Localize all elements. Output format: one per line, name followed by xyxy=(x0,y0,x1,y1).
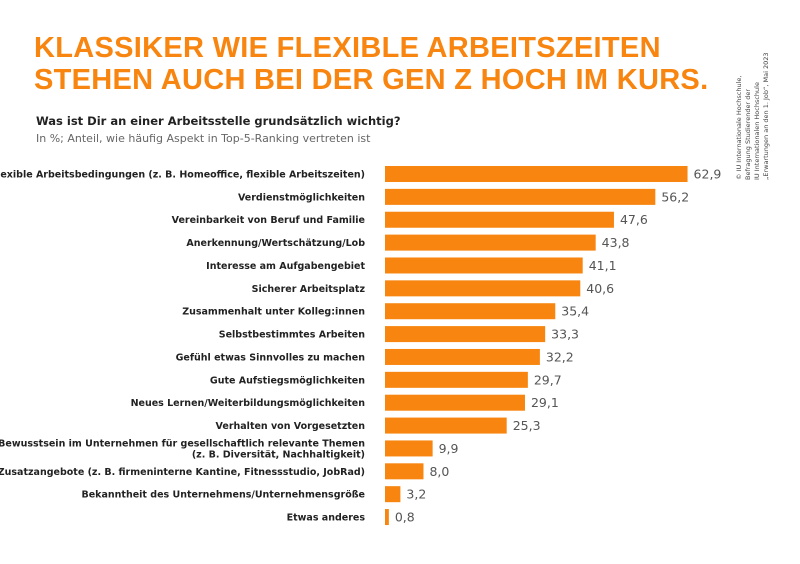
category-label: Gefühl etwas Sinnvolles zu machen xyxy=(176,352,366,363)
bar xyxy=(385,166,688,182)
category-label: Flexible Arbeitsbedingungen (z. B. Homeo… xyxy=(0,170,365,181)
bar xyxy=(385,303,556,320)
bar xyxy=(385,509,389,526)
category-label: (z. B. Diversität, Nachhaltigkeit) xyxy=(192,449,365,460)
bar xyxy=(385,417,507,434)
category-label: Verdienstmöglichkeiten xyxy=(238,192,365,203)
bar xyxy=(385,440,433,457)
headline-line: KLASSIKER WIE FLEXIBLE ARBEITSZEITEN xyxy=(34,32,661,64)
bar xyxy=(385,234,596,251)
category-label: Etwas anderes xyxy=(287,513,366,524)
value-label: 25,3 xyxy=(513,418,541,433)
bar xyxy=(385,326,546,343)
category-label: Verhalten von Vorgesetzten xyxy=(216,421,366,432)
headline: KLASSIKER WIE FLEXIBLE ARBEITSZEITEN STE… xyxy=(34,32,708,96)
bar xyxy=(385,486,401,503)
chart-title: Was ist Dir an einer Arbeitsstelle grund… xyxy=(36,114,401,128)
value-label: 35,4 xyxy=(561,304,589,319)
category-label: Vereinbarkeit von Beruf und Familie xyxy=(172,215,365,226)
value-label: 29,7 xyxy=(534,372,562,387)
value-label: 40,6 xyxy=(586,281,614,296)
bar xyxy=(385,371,528,388)
category-label: Bewusstsein im Unternehmen für gesellsch… xyxy=(0,438,365,449)
bar xyxy=(385,188,656,205)
category-label: Zusammenhalt unter Kolleg:innen xyxy=(182,307,365,318)
category-label: Anerkennung/Wertschätzung/Lob xyxy=(186,238,365,249)
bar xyxy=(385,394,525,411)
category-label: Neues Lernen/Weiterbildungsmöglichkeiten xyxy=(131,398,366,409)
value-label: 41,1 xyxy=(589,258,617,273)
value-label: 56,2 xyxy=(661,189,689,204)
category-label: Interesse am Aufgabengebiet xyxy=(206,261,365,272)
value-label: 0,8 xyxy=(395,510,415,525)
value-label: 8,0 xyxy=(429,464,449,479)
value-label: 47,6 xyxy=(620,212,648,227)
value-label: 9,9 xyxy=(439,441,459,456)
category-label: Sicherer Arbeitsplatz xyxy=(252,284,366,295)
value-label: 29,1 xyxy=(531,395,559,410)
bar xyxy=(385,211,614,228)
category-label: Zusatzangebote (z. B. firmeninterne Kant… xyxy=(0,467,365,478)
headline-line: STEHEN AUCH BEI DER GEN Z HOCH IM KURS. xyxy=(34,64,709,96)
category-label: Selbstbestimmtes Arbeiten xyxy=(219,330,365,341)
bar xyxy=(385,348,540,365)
value-label: 3,2 xyxy=(406,487,426,502)
bar xyxy=(385,463,424,480)
bar xyxy=(385,280,581,297)
value-label: 62,9 xyxy=(694,167,722,182)
category-label: Gute Aufstiegsmöglichkeiten xyxy=(210,375,365,386)
bar xyxy=(385,257,583,274)
chart-subtitle: In %; Anteil, wie häufig Aspekt in Top-5… xyxy=(36,132,371,145)
value-label: 32,2 xyxy=(546,349,574,364)
category-label: Bekanntheit des Unternehmens/Unternehmen… xyxy=(81,490,365,501)
value-label: 33,3 xyxy=(551,327,579,342)
value-label: 43,8 xyxy=(602,235,630,250)
